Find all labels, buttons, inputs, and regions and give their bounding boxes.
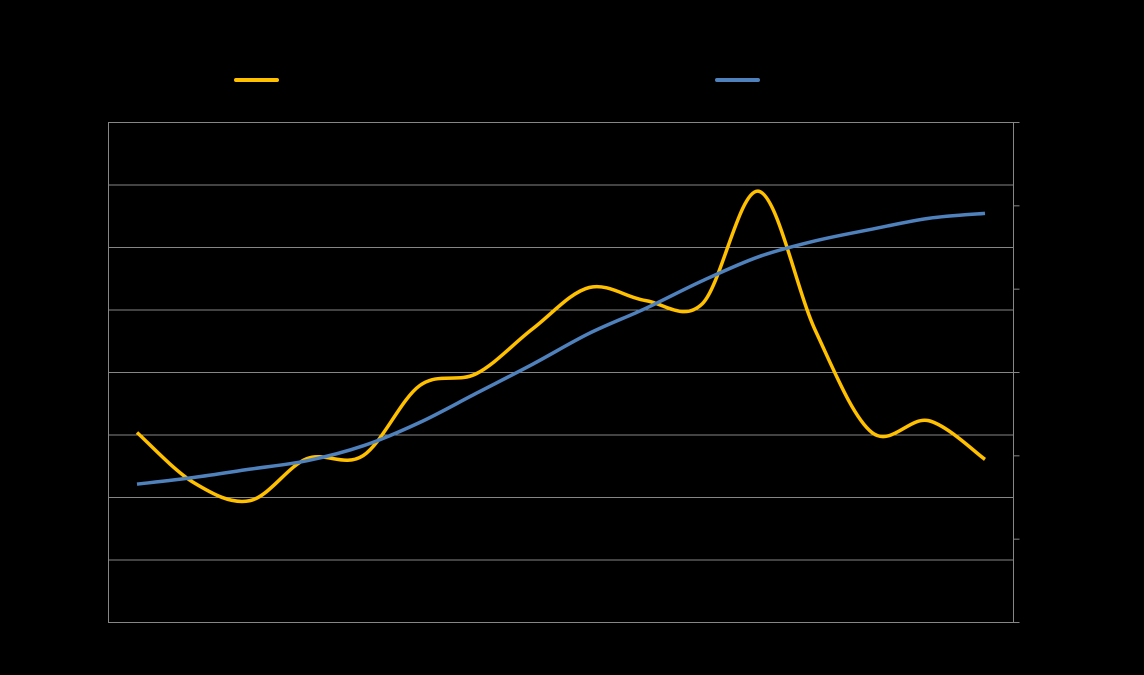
y-tick-label: 80	[86, 114, 100, 129]
series-line	[136, 211, 986, 486]
y-tick-label: 10	[86, 551, 100, 566]
y-tick-label: 40	[86, 364, 100, 379]
series-line	[135, 189, 987, 504]
y-tick-label: 50	[86, 301, 100, 316]
y-tick-label: 0	[93, 614, 100, 629]
y2-tick-label: 60	[1024, 114, 1038, 129]
y-tick-label: 70	[86, 176, 100, 191]
y2-tick-label: 10	[1024, 531, 1038, 546]
y2-tick-label: 30	[1024, 364, 1038, 379]
y-tick-label: 30	[86, 426, 100, 441]
y-tick-label: 20	[86, 489, 100, 504]
y2-tick-label: 40	[1024, 281, 1038, 296]
y2-tick-label: 50	[1024, 197, 1038, 212]
y2-tick-label: 0	[1024, 614, 1031, 629]
y2-tick-label: 20	[1024, 447, 1038, 462]
y-tick-label: 60	[86, 239, 100, 254]
